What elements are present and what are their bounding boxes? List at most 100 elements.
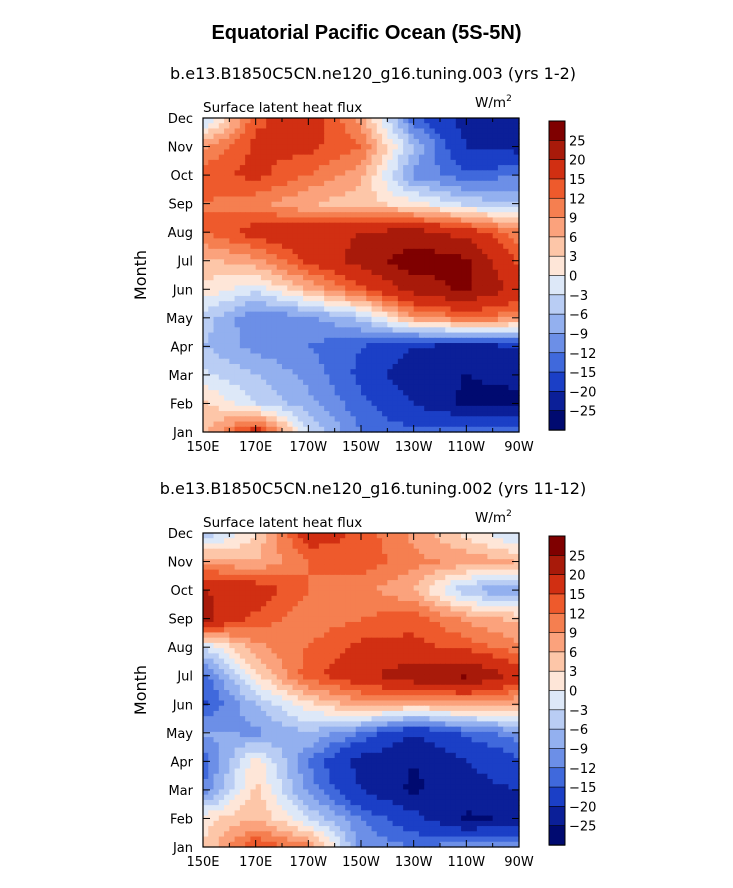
heatmap-cell bbox=[493, 285, 499, 291]
heatmap-cell bbox=[277, 411, 283, 417]
heatmap-cell bbox=[366, 291, 372, 297]
heatmap-cell bbox=[414, 390, 420, 396]
heatmap-cell bbox=[345, 228, 351, 234]
heatmap-cell bbox=[229, 128, 235, 134]
heatmap-cell bbox=[472, 533, 478, 539]
heatmap-cell bbox=[435, 296, 441, 302]
heatmap-cell bbox=[387, 411, 393, 417]
heatmap-cell bbox=[245, 406, 251, 412]
heatmap-cell bbox=[482, 238, 488, 244]
heatmap-cell bbox=[498, 549, 504, 555]
heatmap-cell bbox=[419, 327, 425, 333]
heatmap-cell bbox=[398, 317, 404, 323]
heatmap-cell bbox=[456, 585, 462, 591]
heatmap-cell bbox=[329, 280, 335, 286]
heatmap-cell bbox=[350, 217, 356, 223]
heatmap-cell bbox=[287, 369, 293, 375]
heatmap-cell bbox=[440, 285, 446, 291]
heatmap-cell bbox=[466, 422, 472, 428]
heatmap-cell bbox=[324, 596, 330, 602]
heatmap-cell bbox=[229, 406, 235, 412]
heatmap-cell bbox=[287, 259, 293, 265]
heatmap-cell bbox=[224, 422, 230, 428]
heatmap-cell bbox=[203, 359, 209, 365]
heatmap-cell bbox=[477, 191, 483, 197]
heatmap-cell bbox=[298, 280, 304, 286]
heatmap-cell bbox=[324, 554, 330, 560]
heatmap-cell bbox=[387, 197, 393, 203]
heatmap-cell bbox=[256, 312, 262, 318]
heatmap-cell bbox=[482, 197, 488, 203]
heatmap-cell bbox=[277, 312, 283, 318]
heatmap-cell bbox=[293, 202, 299, 208]
x-tick-label: 110W bbox=[447, 440, 485, 455]
heatmap-cell bbox=[461, 285, 467, 291]
heatmap-cell bbox=[466, 301, 472, 307]
heatmap-cell bbox=[219, 322, 225, 328]
heatmap-cell bbox=[408, 348, 414, 354]
heatmap-cell bbox=[435, 144, 441, 150]
heatmap-cell bbox=[477, 354, 483, 360]
heatmap-cell bbox=[414, 244, 420, 250]
heatmap-cell bbox=[414, 202, 420, 208]
heatmap-cell bbox=[508, 238, 514, 244]
heatmap-cell bbox=[298, 406, 304, 412]
heatmap-cell bbox=[314, 348, 320, 354]
heatmap-cell bbox=[498, 338, 504, 344]
heatmap-cell bbox=[340, 617, 346, 623]
heatmap-cell bbox=[487, 134, 493, 140]
heatmap-cell bbox=[451, 395, 457, 401]
heatmap-cell bbox=[361, 554, 367, 560]
heatmap-cell bbox=[266, 364, 272, 370]
heatmap-cell bbox=[382, 596, 388, 602]
heatmap-cell bbox=[329, 155, 335, 161]
heatmap-cell bbox=[498, 144, 504, 150]
heatmap-cell bbox=[214, 333, 220, 339]
heatmap-cell bbox=[372, 422, 378, 428]
heatmap-cell bbox=[372, 280, 378, 286]
heatmap-cell bbox=[372, 249, 378, 255]
heatmap-cell bbox=[335, 233, 341, 239]
heatmap-cell bbox=[372, 244, 378, 250]
heatmap-cell bbox=[429, 580, 435, 586]
heatmap-cell bbox=[429, 270, 435, 276]
heatmap-cell bbox=[382, 617, 388, 623]
heatmap-cell bbox=[372, 638, 378, 644]
heatmap-cell bbox=[308, 155, 314, 161]
heatmap-cell bbox=[287, 160, 293, 166]
heatmap-cell bbox=[472, 596, 478, 602]
heatmap-cell bbox=[403, 207, 409, 213]
heatmap-cell bbox=[235, 285, 241, 291]
heatmap-cell bbox=[498, 317, 504, 323]
heatmap-cell bbox=[466, 291, 472, 297]
heatmap-cell bbox=[408, 181, 414, 187]
heatmap-cell bbox=[477, 134, 483, 140]
heatmap-cell bbox=[435, 149, 441, 155]
heatmap-cell bbox=[461, 223, 467, 229]
heatmap-cell bbox=[493, 128, 499, 134]
heatmap-cell bbox=[445, 291, 451, 297]
heatmap-cell bbox=[298, 238, 304, 244]
heatmap-cell bbox=[487, 632, 493, 638]
heatmap-cell bbox=[266, 543, 272, 549]
heatmap-cell bbox=[271, 343, 277, 349]
heatmap-cell bbox=[256, 606, 262, 612]
heatmap-cell bbox=[456, 374, 462, 380]
heatmap-cell bbox=[451, 374, 457, 380]
heatmap-cell bbox=[372, 312, 378, 318]
heatmap-cell bbox=[235, 401, 241, 407]
heatmap-cell bbox=[493, 118, 499, 124]
heatmap-cell bbox=[393, 390, 399, 396]
heatmap-cell bbox=[366, 181, 372, 187]
heatmap-cell bbox=[350, 416, 356, 422]
heatmap-cell bbox=[324, 312, 330, 318]
heatmap-cell bbox=[472, 380, 478, 386]
heatmap-cell bbox=[345, 285, 351, 291]
heatmap-cell bbox=[456, 301, 462, 307]
heatmap-cell bbox=[256, 249, 262, 255]
heatmap-cell bbox=[350, 233, 356, 239]
heatmap-cell bbox=[503, 570, 509, 576]
heatmap-cell bbox=[403, 580, 409, 586]
heatmap-cell bbox=[424, 369, 430, 375]
heatmap-cell bbox=[271, 191, 277, 197]
